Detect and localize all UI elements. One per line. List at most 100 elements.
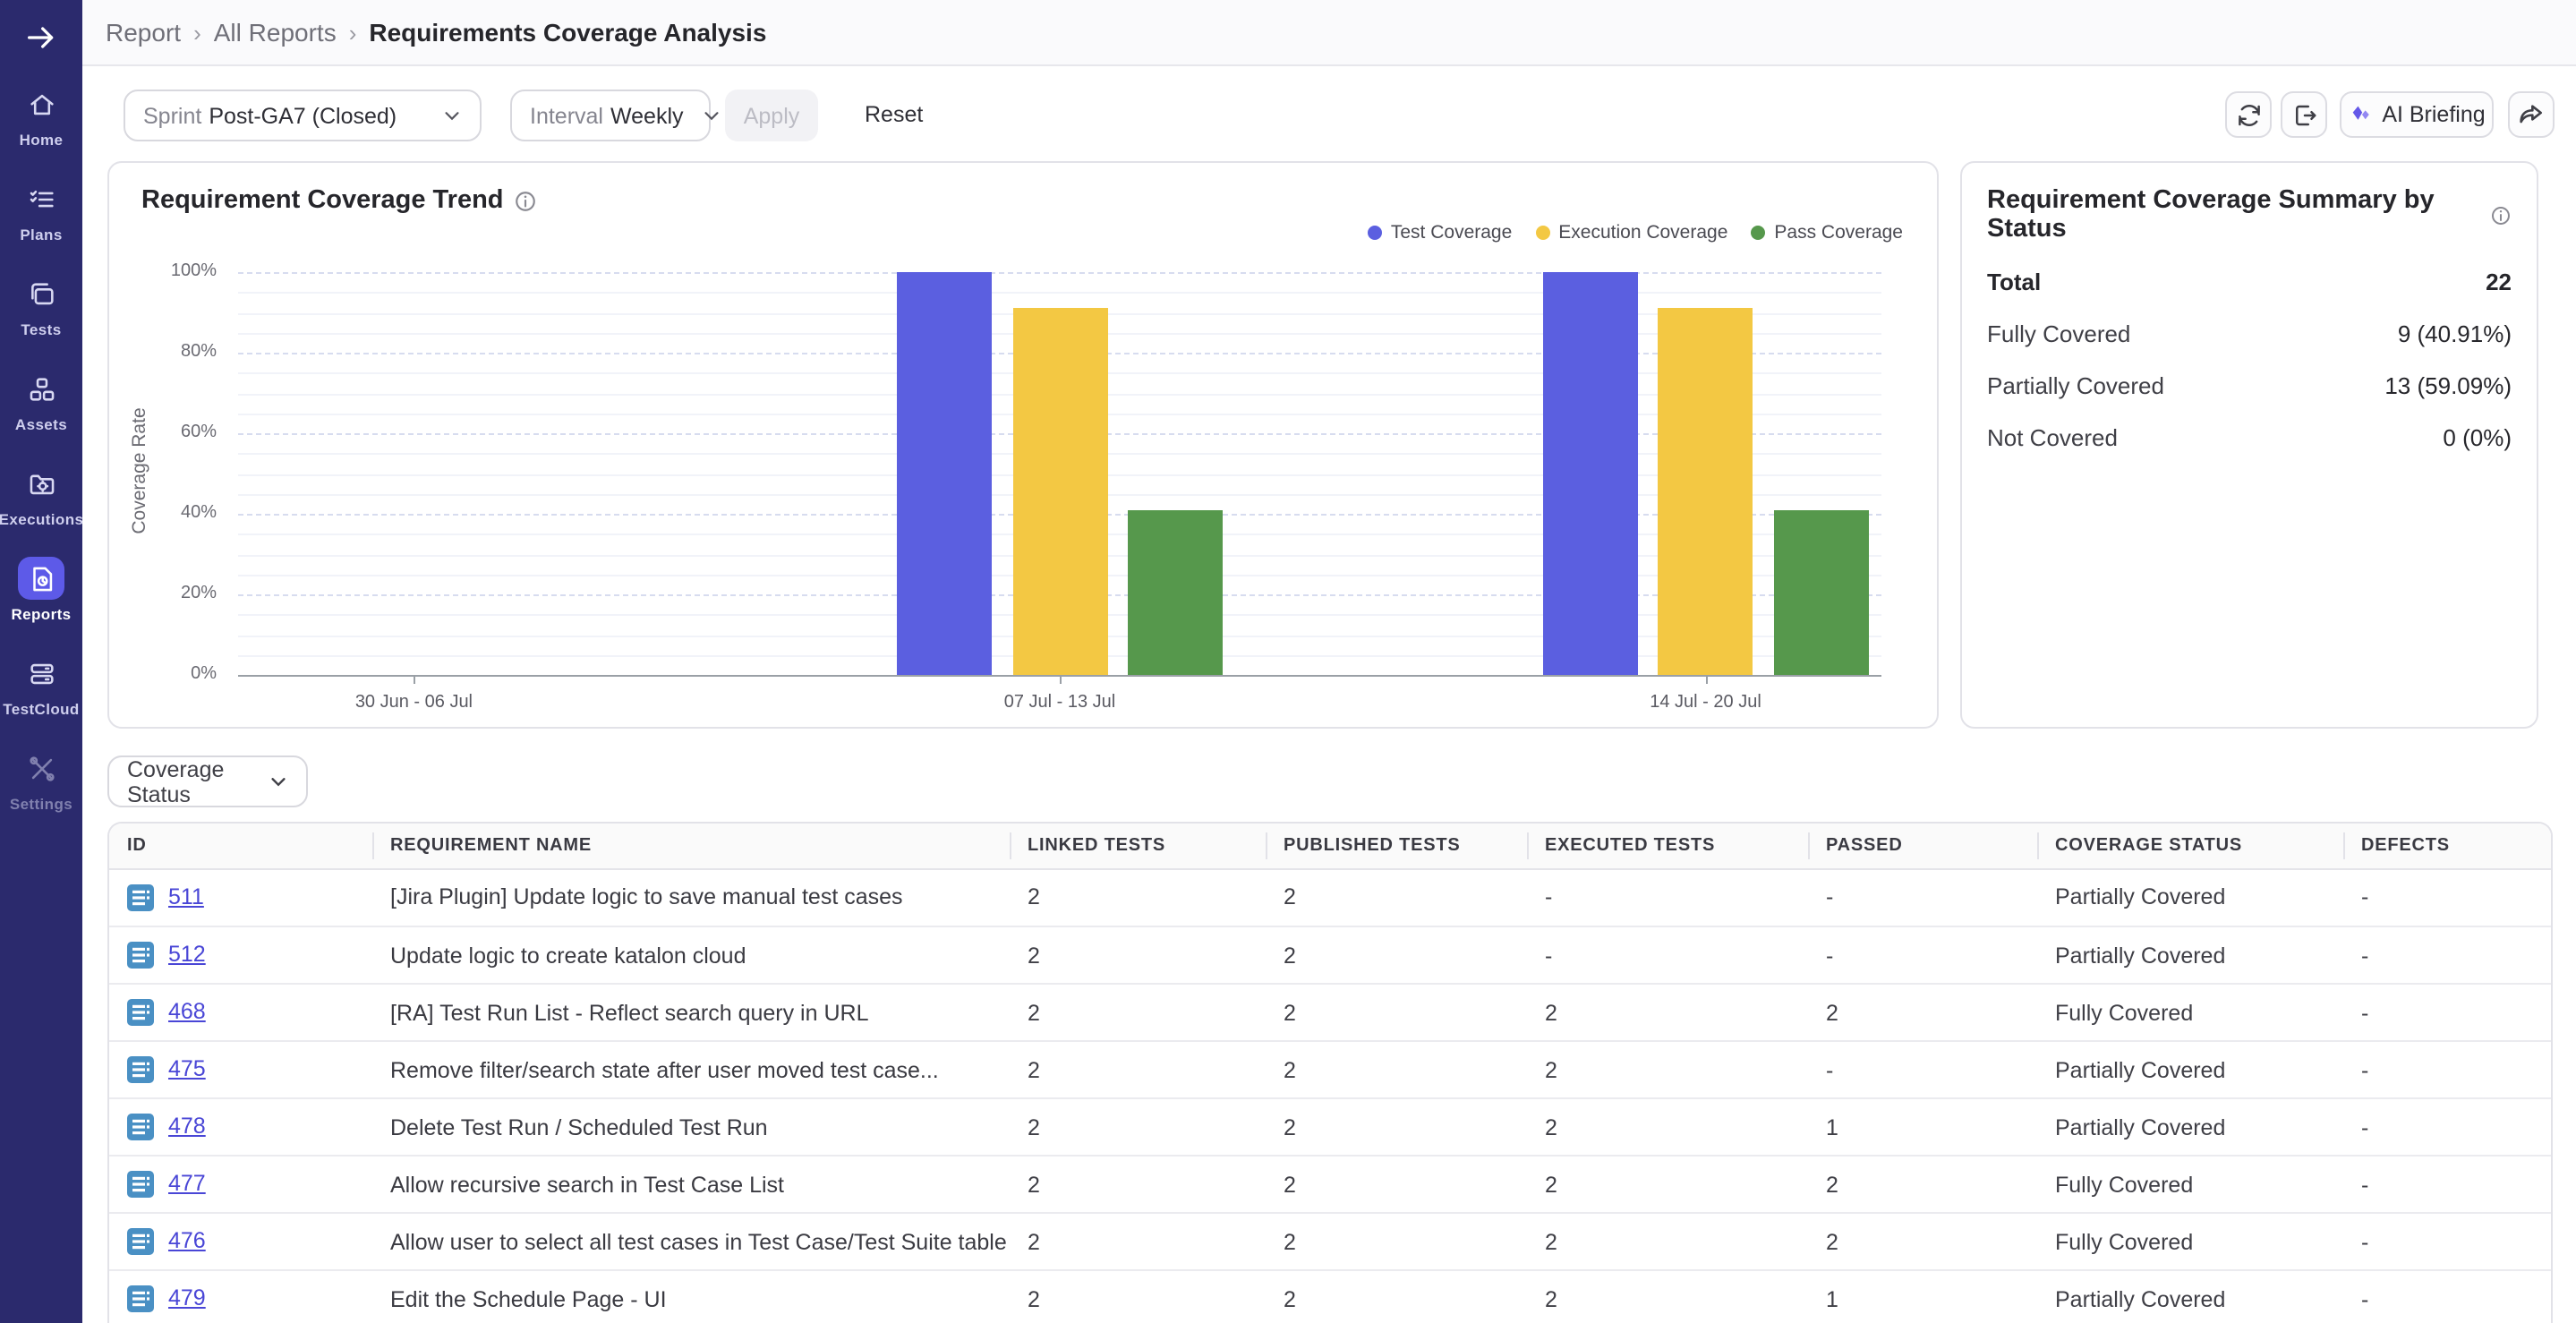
sidebar-item-reports[interactable]: Reports (0, 542, 82, 637)
legend-label: Pass Coverage (1774, 222, 1903, 243)
refresh-icon (2235, 101, 2262, 128)
requirement-icon (127, 1285, 154, 1311)
published-tests-cell: 2 (1266, 1270, 1527, 1323)
column-header-id[interactable]: ID (109, 824, 372, 868)
published-tests-cell: 2 (1266, 1041, 1527, 1098)
sidebar: Home Plans Tests Assets Executions Repor… (0, 0, 82, 1323)
export-button[interactable] (2281, 91, 2327, 138)
passed-cell: 2 (1808, 1156, 2037, 1213)
coverage-status-cell: Partially Covered (2037, 1270, 2343, 1323)
chevron-down-icon (424, 106, 462, 125)
sidebar-item-label: Settings (10, 795, 73, 813)
column-header-coverage-status[interactable]: COVERAGE STATUS (2037, 824, 2343, 868)
bar-pass-coverage[interactable] (1128, 510, 1223, 675)
linked-tests-cell: 2 (1010, 1098, 1266, 1156)
column-header-linked-tests[interactable]: LINKED TESTS (1010, 824, 1266, 868)
apply-button[interactable]: Apply (725, 90, 818, 141)
bar-chart-plot: 30 Jun - 06 Jul07 Jul - 13 Jul14 Jul - 2… (238, 272, 1881, 675)
passed-cell: - (1808, 926, 2037, 984)
x-axis-tick (1060, 675, 1062, 684)
column-header-passed[interactable]: PASSED (1808, 824, 2037, 868)
column-header-requirement-name[interactable]: REQUIREMENT NAME (372, 824, 1010, 868)
column-header-defects[interactable]: DEFECTS (2343, 824, 2553, 868)
requirement-id-link[interactable]: 512 (168, 942, 206, 967)
linked-tests-cell: 2 (1010, 1156, 1266, 1213)
executed-tests-cell: 2 (1527, 1213, 1808, 1270)
reports-icon (18, 557, 64, 600)
y-axis-tick-label: 100% (134, 261, 217, 281)
sidebar-item-assets[interactable]: Assets (0, 353, 82, 448)
published-tests-cell: 2 (1266, 984, 1527, 1041)
executed-tests-cell: 2 (1527, 1041, 1808, 1098)
sidebar-item-label: Plans (20, 226, 62, 243)
column-header-executed-tests[interactable]: EXECUTED TESTS (1527, 824, 1808, 868)
requirement-name-cell: [Jira Plugin] Update logic to save manua… (372, 868, 1010, 926)
executed-tests-cell: - (1527, 868, 1808, 926)
linked-tests-cell: 2 (1010, 868, 1266, 926)
coverage-status-cell: Fully Covered (2037, 1156, 2343, 1213)
requirement-id-link[interactable]: 476 (168, 1228, 206, 1253)
requirement-id-link[interactable]: 478 (168, 1114, 206, 1139)
requirement-id-link[interactable]: 479 (168, 1285, 206, 1310)
plans-icon (18, 177, 64, 220)
share-button[interactable] (2508, 91, 2555, 138)
executed-tests-cell: 2 (1527, 1156, 1808, 1213)
legend-label: Test Coverage (1391, 222, 1512, 243)
assets-icon (18, 367, 64, 410)
sidebar-item-executions[interactable]: Executions (0, 448, 82, 542)
sidebar-item-home[interactable]: Home (0, 68, 82, 163)
legend-item[interactable]: Pass Coverage (1751, 222, 1903, 243)
column-header-published-tests[interactable]: PUBLISHED TESTS (1266, 824, 1527, 868)
summary-row: Fully Covered 9 (40.91%) (1987, 320, 2512, 347)
summary-row-label: Partially Covered (1987, 372, 2164, 399)
requirement-name-cell: Allow user to select all test cases in T… (372, 1213, 1010, 1270)
coverage-status-filter[interactable]: Coverage Status (107, 755, 308, 807)
x-axis-tick (1706, 675, 1708, 684)
reset-button[interactable]: Reset (865, 102, 923, 127)
ai-sparkle-icon (2348, 102, 2373, 127)
sidebar-item-testcloud[interactable]: TestCloud (0, 637, 82, 732)
requirement-name-cell: Remove filter/search state after user mo… (372, 1041, 1010, 1098)
bar-execution-coverage[interactable] (1012, 309, 1107, 675)
sidebar-expand-arrow-icon[interactable] (18, 18, 64, 57)
passed-cell: 2 (1808, 984, 2037, 1041)
defects-cell: - (2343, 926, 2553, 984)
sidebar-item-plans[interactable]: Plans (0, 163, 82, 258)
passed-cell: 1 (1808, 1098, 2037, 1156)
sidebar-item-settings[interactable]: Settings (0, 732, 82, 827)
legend-item[interactable]: Test Coverage (1368, 222, 1512, 243)
interval-select[interactable]: Interval Weekly (510, 90, 711, 141)
refresh-button[interactable] (2225, 91, 2272, 138)
legend-label: Execution Coverage (1558, 222, 1727, 243)
requirement-name-cell: Delete Test Run / Scheduled Test Run (372, 1098, 1010, 1156)
y-axis-tick-label: 20% (134, 584, 217, 603)
app-root: Home Plans Tests Assets Executions Repor… (0, 0, 2576, 1323)
requirement-id-link[interactable]: 475 (168, 1056, 206, 1081)
table-row: 478 Delete Test Run / Scheduled Test Run… (109, 1098, 2553, 1156)
requirement-name-cell: Allow recursive search in Test Case List (372, 1156, 1010, 1213)
breadcrumb-link[interactable]: Report (106, 18, 181, 47)
defects-cell: - (2343, 1270, 2553, 1323)
sidebar-item-tests[interactable]: Tests (0, 258, 82, 353)
coverage-status-filter-label: Coverage Status (127, 756, 251, 807)
bar-execution-coverage[interactable] (1659, 309, 1753, 675)
requirement-icon (127, 998, 154, 1025)
ai-briefing-button[interactable]: AI Briefing (2340, 91, 2494, 138)
requirement-icon (127, 883, 154, 910)
bar-pass-coverage[interactable] (1774, 510, 1869, 675)
chart-legend: Test Coverage Execution Coverage Pass Co… (1368, 222, 1903, 243)
bar-test-coverage[interactable] (1543, 272, 1638, 675)
requirements-table-card: IDREQUIREMENT NAMELINKED TESTSPUBLISHED … (107, 822, 2553, 1323)
executed-tests-cell: 2 (1527, 1270, 1808, 1323)
requirement-id-link[interactable]: 477 (168, 1171, 206, 1196)
x-axis-label: 30 Jun - 06 Jul (306, 693, 521, 713)
breadcrumb-separator: › (193, 19, 201, 46)
legend-item[interactable]: Execution Coverage (1535, 222, 1727, 243)
requirement-icon (127, 1055, 154, 1082)
share-icon (2517, 100, 2546, 129)
bar-test-coverage[interactable] (897, 272, 992, 675)
requirement-id-link[interactable]: 468 (168, 999, 206, 1024)
sprint-select[interactable]: Sprint Post-GA7 (Closed) (124, 90, 482, 141)
breadcrumb-link[interactable]: All Reports (214, 18, 337, 47)
requirement-id-link[interactable]: 511 (168, 884, 204, 909)
